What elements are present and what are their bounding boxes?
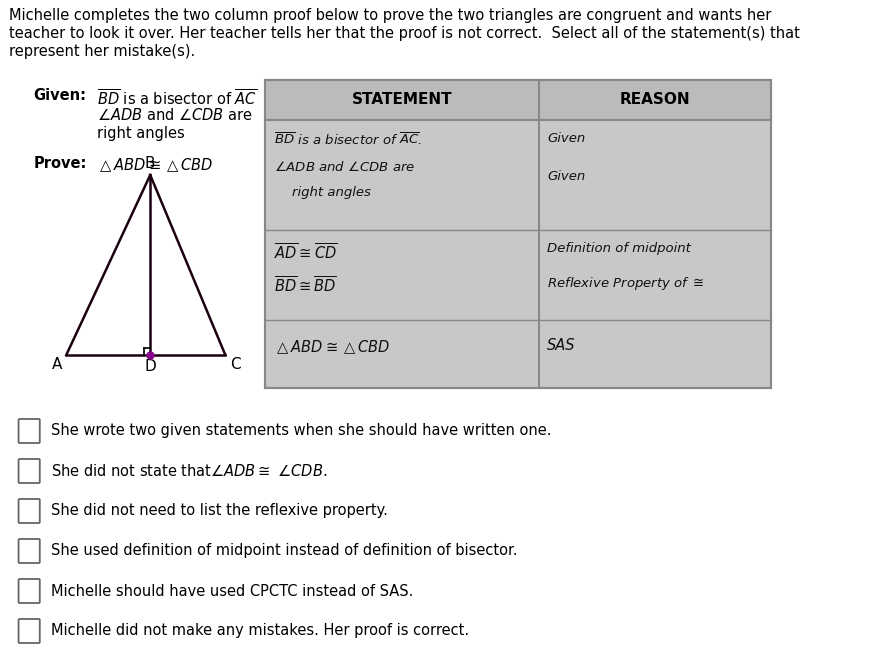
Text: $\overline{BD} \cong \overline{BD}$: $\overline{BD} \cong \overline{BD}$: [274, 275, 337, 295]
Text: $\angle ADB$ and $\angle CDB$ are: $\angle ADB$ and $\angle CDB$ are: [274, 160, 415, 174]
Text: Michelle should have used CPCTC instead of SAS.: Michelle should have used CPCTC instead …: [51, 583, 414, 598]
Text: right angles: right angles: [97, 126, 185, 141]
FancyBboxPatch shape: [19, 619, 39, 643]
Text: SAS: SAS: [547, 338, 576, 353]
Bar: [265, 80, 771, 388]
Text: $\overline{BD}$ is a bisector of $\overline{AC}$: $\overline{BD}$ is a bisector of $\overl…: [97, 88, 257, 108]
Text: Michelle completes the two column proof below to prove the two triangles are con: Michelle completes the two column proof …: [9, 8, 771, 23]
Text: Given:: Given:: [33, 88, 87, 103]
FancyBboxPatch shape: [19, 499, 39, 523]
Text: $\overline{AD} \cong \overline{CD}$: $\overline{AD} \cong \overline{CD}$: [274, 242, 338, 262]
Text: B: B: [145, 156, 156, 171]
FancyBboxPatch shape: [19, 539, 39, 563]
Text: $\triangle ABD \cong \triangle CBD$: $\triangle ABD \cong \triangle CBD$: [97, 156, 213, 174]
Text: D: D: [144, 359, 156, 374]
FancyBboxPatch shape: [19, 419, 39, 443]
Text: Michelle did not make any mistakes. Her proof is correct.: Michelle did not make any mistakes. Her …: [51, 623, 470, 638]
Text: $\angle ADB$ and $\angle CDB$ are: $\angle ADB$ and $\angle CDB$ are: [97, 107, 253, 123]
Text: REASON: REASON: [620, 92, 690, 107]
Text: $\triangle ABD \cong \triangle CBD$: $\triangle ABD \cong \triangle CBD$: [274, 338, 390, 356]
FancyBboxPatch shape: [19, 459, 39, 483]
FancyBboxPatch shape: [19, 579, 39, 603]
Text: Reflexive Property of $\cong$: Reflexive Property of $\cong$: [547, 275, 705, 292]
Text: She did not need to list the reflexive property.: She did not need to list the reflexive p…: [51, 504, 388, 519]
Text: C: C: [229, 357, 240, 372]
Bar: [265, 80, 771, 120]
Text: Prove:: Prove:: [33, 156, 87, 171]
Text: Given: Given: [547, 170, 586, 183]
Text: STATEMENT: STATEMENT: [351, 92, 452, 107]
Text: Given: Given: [547, 132, 586, 145]
Text: A: A: [51, 357, 62, 372]
Text: right angles: right angles: [291, 186, 370, 199]
Text: teacher to look it over. Her teacher tells her that the proof is not correct.  S: teacher to look it over. Her teacher tel…: [9, 26, 800, 41]
Bar: [265, 80, 771, 388]
Text: Definition of midpoint: Definition of midpoint: [547, 242, 691, 255]
Text: She did not state that$\angle ADB \cong$ $\angle CDB$.: She did not state that$\angle ADB \cong$…: [51, 463, 327, 479]
Text: She wrote two given statements when she should have written one.: She wrote two given statements when she …: [51, 424, 552, 438]
Text: $\overline{BD}$ is a bisector of $\overline{AC}$.: $\overline{BD}$ is a bisector of $\overl…: [274, 132, 422, 148]
Text: She used definition of midpoint instead of definition of bisector.: She used definition of midpoint instead …: [51, 543, 518, 559]
Text: represent her mistake(s).: represent her mistake(s).: [9, 44, 195, 59]
